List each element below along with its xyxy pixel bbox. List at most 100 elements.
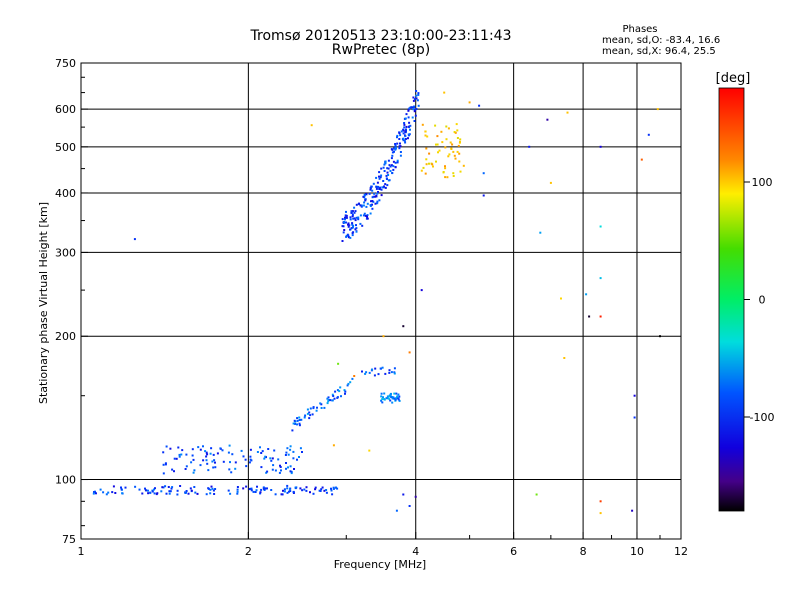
- data-point: [345, 214, 348, 217]
- data-point: [380, 167, 383, 170]
- data-point: [138, 488, 141, 491]
- data-point: [368, 192, 371, 195]
- data-point: [454, 131, 457, 134]
- data-point: [384, 183, 387, 186]
- x-tick-label: 6: [510, 545, 517, 558]
- data-point: [535, 493, 538, 496]
- data-point: [437, 151, 439, 154]
- data-point: [286, 484, 289, 487]
- data-point: [383, 398, 386, 401]
- data-point: [371, 207, 374, 210]
- data-point: [281, 493, 284, 496]
- data-point: [134, 485, 137, 488]
- data-point: [374, 202, 377, 205]
- data-point: [455, 123, 458, 126]
- data-point: [274, 493, 277, 496]
- data-point: [396, 395, 399, 398]
- data-point: [292, 450, 295, 453]
- data-point: [368, 449, 371, 452]
- data-point: [458, 160, 461, 163]
- data-point: [353, 211, 356, 214]
- data-point: [227, 489, 230, 492]
- data-point: [165, 492, 168, 495]
- data-point: [364, 372, 367, 375]
- data-point: [355, 230, 358, 233]
- data-point: [374, 367, 377, 370]
- data-point: [389, 165, 392, 168]
- data-point: [309, 407, 312, 410]
- data-point: [451, 143, 454, 146]
- data-point: [346, 233, 349, 236]
- data-point: [92, 492, 95, 495]
- data-point: [599, 225, 602, 228]
- data-point: [380, 194, 383, 197]
- data-point: [102, 491, 105, 494]
- data-point: [327, 400, 330, 403]
- data-point: [382, 335, 385, 338]
- data-point: [388, 164, 391, 167]
- data-point: [381, 401, 384, 404]
- data-point: [390, 392, 392, 395]
- data-point: [306, 408, 309, 411]
- data-point: [197, 446, 200, 449]
- data-point: [343, 389, 346, 392]
- data-point: [338, 390, 341, 393]
- data-point: [352, 231, 355, 234]
- data-point: [396, 159, 399, 162]
- data-point: [445, 138, 448, 141]
- data-point: [351, 210, 354, 213]
- data-point: [386, 184, 389, 187]
- data-point: [221, 449, 224, 452]
- data-point: [382, 166, 385, 169]
- data-point: [264, 455, 267, 458]
- data-point: [212, 489, 215, 492]
- data-point: [376, 181, 379, 184]
- data-point: [560, 297, 562, 300]
- data-point: [393, 372, 396, 375]
- data-point: [454, 157, 457, 160]
- data-point: [373, 192, 376, 195]
- data-point: [207, 469, 210, 472]
- y-axis: 75 100 200 300 400 500 600 750: [55, 57, 88, 546]
- data-point: [402, 132, 405, 135]
- data-point: [381, 186, 384, 189]
- data-point: [320, 403, 323, 406]
- data-point: [298, 424, 301, 427]
- data-point: [298, 456, 300, 458]
- data-point: [390, 164, 393, 167]
- data-point: [299, 487, 302, 490]
- data-point: [344, 218, 346, 221]
- data-point: [325, 489, 328, 491]
- data-point: [631, 509, 634, 512]
- data-point: [283, 488, 286, 491]
- data-point: [343, 221, 345, 223]
- data-point: [196, 492, 199, 495]
- data-point: [306, 412, 309, 415]
- data-point: [390, 157, 393, 160]
- data-point: [207, 487, 210, 490]
- data-point: [599, 145, 602, 148]
- data-point: [288, 490, 290, 493]
- data-point: [264, 487, 267, 490]
- data-point: [364, 199, 367, 202]
- legend-line-o: mean, sd,O: -83.4, 16.6: [602, 35, 720, 46]
- data-point: [259, 491, 262, 494]
- data-point: [288, 488, 291, 491]
- data-point: [185, 490, 188, 492]
- data-point: [284, 454, 287, 456]
- colorbar-tick-label: 0: [759, 294, 766, 307]
- data-point: [212, 466, 215, 469]
- data-point: [351, 213, 354, 216]
- data-point: [404, 135, 407, 138]
- data-point: [314, 486, 317, 489]
- data-point: [482, 194, 485, 197]
- data-point: [402, 137, 405, 140]
- data-point: [369, 204, 372, 207]
- data-point: [95, 492, 97, 495]
- data-point: [428, 162, 430, 165]
- data-point: [185, 465, 188, 468]
- data-point: [286, 491, 289, 494]
- data-point: [229, 492, 232, 495]
- data-point: [396, 134, 399, 137]
- data-point: [283, 490, 286, 493]
